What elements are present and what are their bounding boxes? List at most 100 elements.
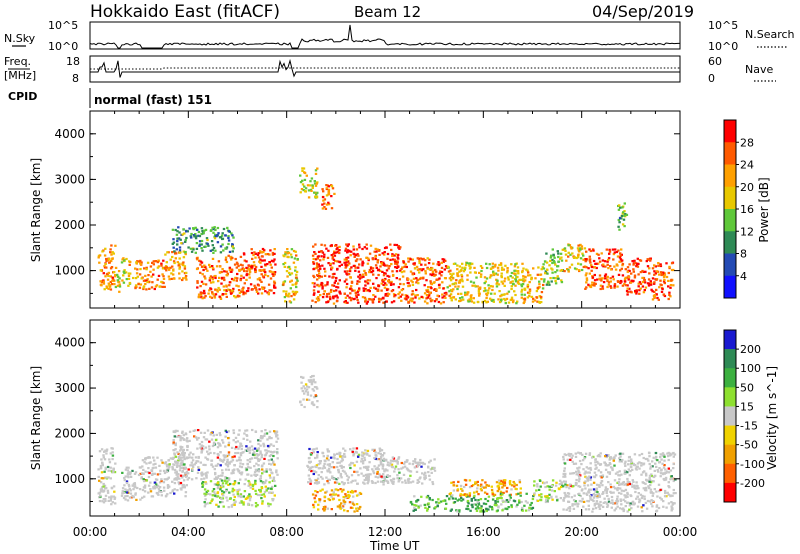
data-cell (580, 245, 584, 248)
data-cell (389, 283, 393, 286)
data-cell (468, 494, 471, 497)
data-cell (510, 484, 514, 487)
data-cell (192, 248, 195, 251)
data-cell (260, 255, 264, 258)
data-cell (266, 444, 270, 448)
data-cell (322, 508, 325, 511)
data-cell (330, 254, 333, 257)
data-cell (253, 447, 257, 450)
data-cell (662, 453, 666, 456)
data-cell (448, 290, 451, 293)
data-cell (587, 471, 590, 474)
data-cell (252, 261, 256, 264)
data-cell (265, 470, 268, 473)
data-cell (227, 288, 230, 291)
data-cell (352, 248, 355, 251)
data-cell (172, 238, 175, 241)
data-cell (197, 456, 200, 459)
data-cell (648, 267, 651, 270)
data-cell (175, 248, 178, 251)
data-cell (295, 276, 298, 279)
data-cell (414, 461, 417, 464)
data-cell (325, 476, 328, 479)
data-cell (449, 492, 452, 495)
data-cell (563, 496, 566, 500)
data-cell (506, 267, 509, 270)
data-cell (650, 502, 653, 505)
data-cell (138, 466, 142, 469)
data-cell (641, 494, 644, 498)
data-cell (488, 297, 492, 300)
data-cell (590, 265, 594, 269)
data-cell (416, 257, 419, 260)
data-cell (218, 295, 221, 298)
data-cell (472, 301, 476, 304)
data-cell (210, 431, 213, 434)
data-cell (620, 503, 623, 506)
data-cell (466, 291, 469, 294)
data-cell (212, 281, 215, 284)
data-cell (366, 473, 369, 476)
data-cell (312, 472, 315, 476)
data-cell (470, 300, 474, 303)
data-cell (564, 483, 567, 486)
data-cell (503, 293, 506, 296)
data-cell (174, 442, 177, 445)
data-cell (162, 481, 166, 484)
data-cell (233, 502, 236, 505)
data-cell (176, 464, 179, 467)
data-cell (583, 456, 587, 459)
data-cell (356, 280, 359, 283)
data-cell (358, 263, 361, 266)
data-cell (313, 191, 316, 194)
data-cell (112, 470, 115, 473)
data-cell (231, 256, 234, 260)
data-cell (136, 268, 139, 271)
data-cell (219, 251, 223, 254)
data-cell (608, 471, 612, 474)
data-cell (518, 481, 522, 484)
data-cell (319, 267, 322, 270)
data-cell (482, 510, 486, 513)
data-cell (339, 488, 342, 491)
data-cell (407, 480, 410, 483)
data-cell (626, 510, 629, 513)
data-cell (636, 505, 640, 508)
data-cell (585, 279, 589, 282)
data-cell (382, 280, 385, 283)
data-cell (370, 271, 373, 274)
data-cell (192, 429, 195, 432)
data-cell (160, 478, 163, 481)
data-cell (404, 294, 407, 297)
data-cell (366, 482, 369, 485)
data-cell (398, 246, 401, 249)
data-cell (344, 472, 347, 475)
data-cell (311, 401, 314, 404)
data-cell (615, 499, 618, 503)
data-cell (531, 506, 535, 509)
data-cell (649, 481, 653, 484)
data-cell (576, 467, 579, 470)
data-cell (98, 261, 101, 264)
data-cell (322, 293, 325, 296)
data-cell (562, 475, 565, 478)
data-cell (600, 480, 604, 483)
data-cell (487, 289, 490, 292)
data-cell (658, 286, 661, 289)
data-cell (635, 292, 638, 295)
data-cell (315, 195, 319, 198)
data-cell (399, 295, 402, 298)
data-cell (216, 234, 219, 237)
data-cell (100, 281, 104, 284)
data-cell (311, 465, 314, 469)
data-cell (341, 459, 344, 462)
data-cell (428, 258, 431, 261)
data-cell (132, 276, 135, 280)
data-cell (250, 474, 253, 477)
y-tick-label: 1000 (54, 472, 85, 486)
data-cell (178, 477, 181, 480)
data-cell (436, 263, 439, 266)
data-cell (382, 480, 385, 484)
data-cell (535, 290, 539, 293)
data-cell (316, 406, 319, 409)
